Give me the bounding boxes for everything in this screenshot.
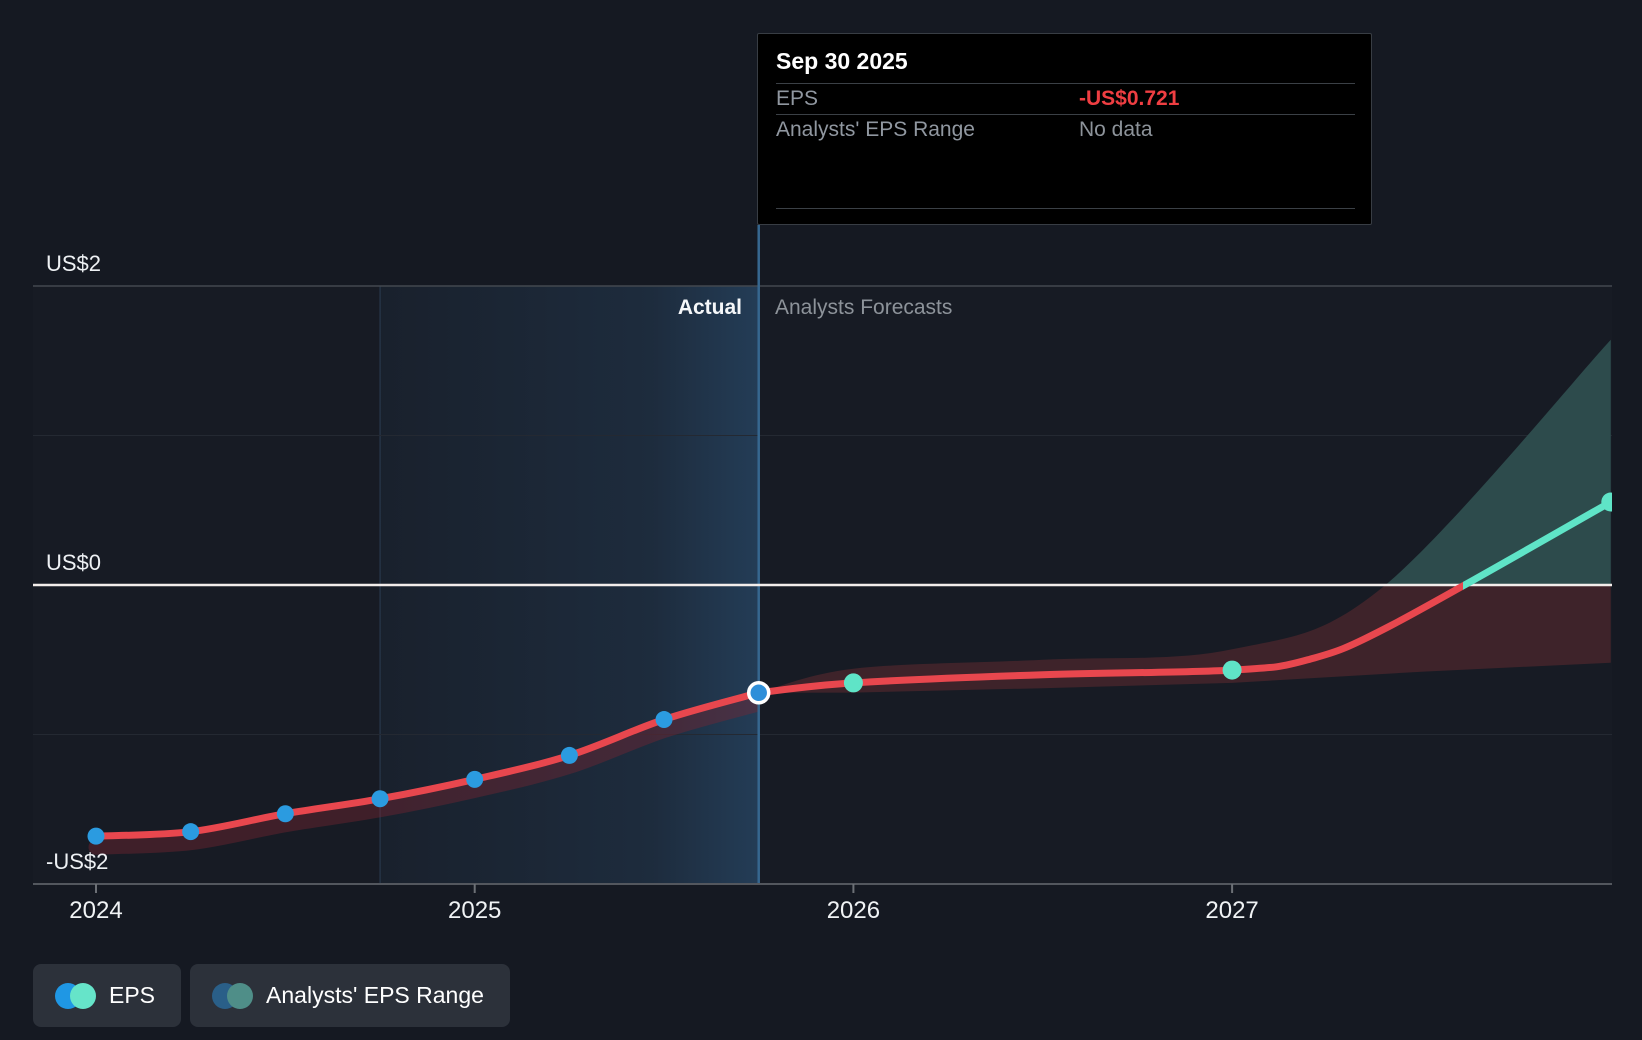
eps-actual-dot[interactable]	[466, 770, 484, 788]
eps-current-dot[interactable]	[746, 681, 771, 705]
tooltip-range-value: No data	[1079, 118, 1153, 141]
eps-forecast-dot[interactable]	[843, 673, 863, 693]
eps-forecast-dot[interactable]	[1222, 660, 1242, 680]
tooltip-row-range: Analysts' EPS Range No data	[758, 115, 1371, 145]
tooltip-spacer	[758, 145, 1371, 208]
analysts-range-area-positive	[1385, 339, 1611, 585]
eps-actual-line	[92, 689, 763, 840]
eps-actual-dot[interactable]	[276, 805, 294, 823]
chart-tooltip: Sep 30 2025 EPS -US$0.721 Analysts' EPS …	[757, 33, 1372, 225]
eps-actual-dot[interactable]	[560, 746, 578, 764]
legend-eps-label: EPS	[109, 982, 156, 1008]
actual-section-label: Actual	[677, 296, 742, 319]
eps-actual-dot[interactable]	[655, 711, 673, 729]
legend-item-analysts-eps-range[interactable]: Analysts' EPS Range	[190, 964, 510, 1027]
x-axis-label: 2024	[69, 897, 122, 924]
eps-forecast-dot[interactable]	[1601, 492, 1620, 512]
tooltip-separator	[776, 114, 1355, 115]
eps-actual-dot[interactable]	[371, 790, 389, 808]
y-axis-label: US$0	[46, 550, 101, 575]
tooltip-separator	[776, 83, 1355, 84]
analysts-range-legend-icon	[212, 982, 254, 1009]
tooltip-separator	[776, 208, 1355, 209]
tooltip-range-label: Analysts' EPS Range	[776, 118, 975, 141]
eps-legend-icon	[55, 982, 96, 1009]
x-axis-label: 2027	[1205, 897, 1258, 924]
forecast-section-label: Analysts Forecasts	[775, 296, 953, 319]
eps-actual-dot[interactable]	[182, 823, 200, 841]
legend-range-label: Analysts' EPS Range	[266, 982, 484, 1008]
tooltip-eps-label: EPS	[776, 87, 819, 110]
tooltip-eps-value: -US$0.721	[1079, 87, 1180, 110]
eps-actual-dot[interactable]	[87, 827, 105, 845]
legend-item-eps[interactable]: EPS	[33, 964, 182, 1027]
y-axis-label: US$2	[46, 251, 101, 276]
x-axis-label: 2026	[827, 897, 880, 924]
legend: EPS Analysts' EPS Range	[33, 964, 510, 1027]
y-axis-label: -US$2	[46, 849, 108, 874]
tooltip-date: Sep 30 2025	[776, 48, 908, 74]
analysts-range-area-negative	[758, 585, 1611, 693]
tooltip-row-eps: EPS -US$0.721	[758, 84, 1371, 114]
x-axis-label: 2025	[448, 897, 501, 924]
actual-line-shadow	[88, 696, 759, 855]
